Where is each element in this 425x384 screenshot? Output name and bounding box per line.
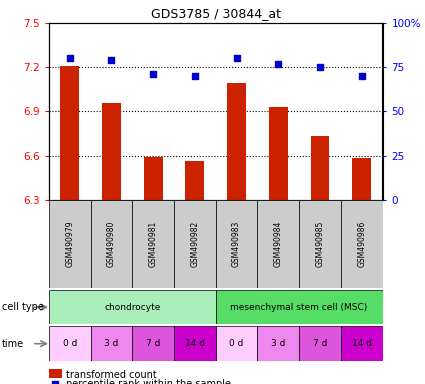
FancyBboxPatch shape — [91, 326, 132, 361]
Point — [275, 61, 282, 67]
FancyBboxPatch shape — [215, 326, 258, 361]
Bar — [102, 103, 121, 200]
FancyBboxPatch shape — [132, 200, 174, 288]
FancyBboxPatch shape — [215, 290, 382, 324]
Point — [317, 64, 323, 70]
FancyBboxPatch shape — [174, 326, 215, 361]
FancyBboxPatch shape — [258, 200, 299, 288]
FancyBboxPatch shape — [91, 200, 132, 288]
Text: mesenchymal stem cell (MSC): mesenchymal stem cell (MSC) — [230, 303, 368, 312]
FancyBboxPatch shape — [49, 326, 91, 361]
Text: 14 d: 14 d — [185, 339, 205, 348]
Bar — [269, 107, 288, 200]
Bar — [60, 66, 79, 200]
Point — [52, 381, 59, 384]
Text: transformed count: transformed count — [66, 370, 157, 380]
FancyBboxPatch shape — [49, 290, 215, 324]
FancyBboxPatch shape — [132, 326, 174, 361]
Text: 7 d: 7 d — [146, 339, 160, 348]
FancyBboxPatch shape — [49, 200, 91, 288]
FancyBboxPatch shape — [299, 326, 341, 361]
Text: 14 d: 14 d — [351, 339, 371, 348]
Text: GSM490983: GSM490983 — [232, 221, 241, 267]
FancyBboxPatch shape — [341, 326, 382, 361]
FancyBboxPatch shape — [258, 326, 299, 361]
Text: 3 d: 3 d — [271, 339, 286, 348]
FancyBboxPatch shape — [299, 200, 341, 288]
Text: GSM490981: GSM490981 — [149, 221, 158, 267]
Point — [233, 55, 240, 61]
Point — [191, 73, 198, 79]
FancyBboxPatch shape — [174, 200, 215, 288]
Text: GSM490984: GSM490984 — [274, 221, 283, 267]
Text: GSM490979: GSM490979 — [65, 220, 74, 267]
Bar — [311, 136, 329, 200]
Text: GSM490982: GSM490982 — [190, 221, 199, 267]
FancyBboxPatch shape — [215, 200, 258, 288]
Text: 7 d: 7 d — [313, 339, 327, 348]
Text: GSM490986: GSM490986 — [357, 221, 366, 267]
Text: 0 d: 0 d — [230, 339, 244, 348]
Title: GDS3785 / 30844_at: GDS3785 / 30844_at — [151, 7, 280, 20]
Point — [108, 57, 115, 63]
Text: 0 d: 0 d — [62, 339, 77, 348]
Point — [358, 73, 365, 79]
Text: 3 d: 3 d — [104, 339, 119, 348]
Bar — [227, 83, 246, 200]
Bar — [352, 159, 371, 200]
Text: GSM490985: GSM490985 — [315, 221, 324, 267]
Point — [66, 55, 73, 61]
Text: GSM490980: GSM490980 — [107, 221, 116, 267]
Text: cell type: cell type — [2, 302, 44, 312]
Text: percentile rank within the sample: percentile rank within the sample — [66, 379, 231, 384]
Text: chondrocyte: chondrocyte — [104, 303, 161, 312]
Bar — [144, 157, 162, 200]
Point — [150, 71, 156, 77]
Bar — [185, 161, 204, 200]
Text: time: time — [2, 339, 24, 349]
FancyBboxPatch shape — [341, 200, 382, 288]
